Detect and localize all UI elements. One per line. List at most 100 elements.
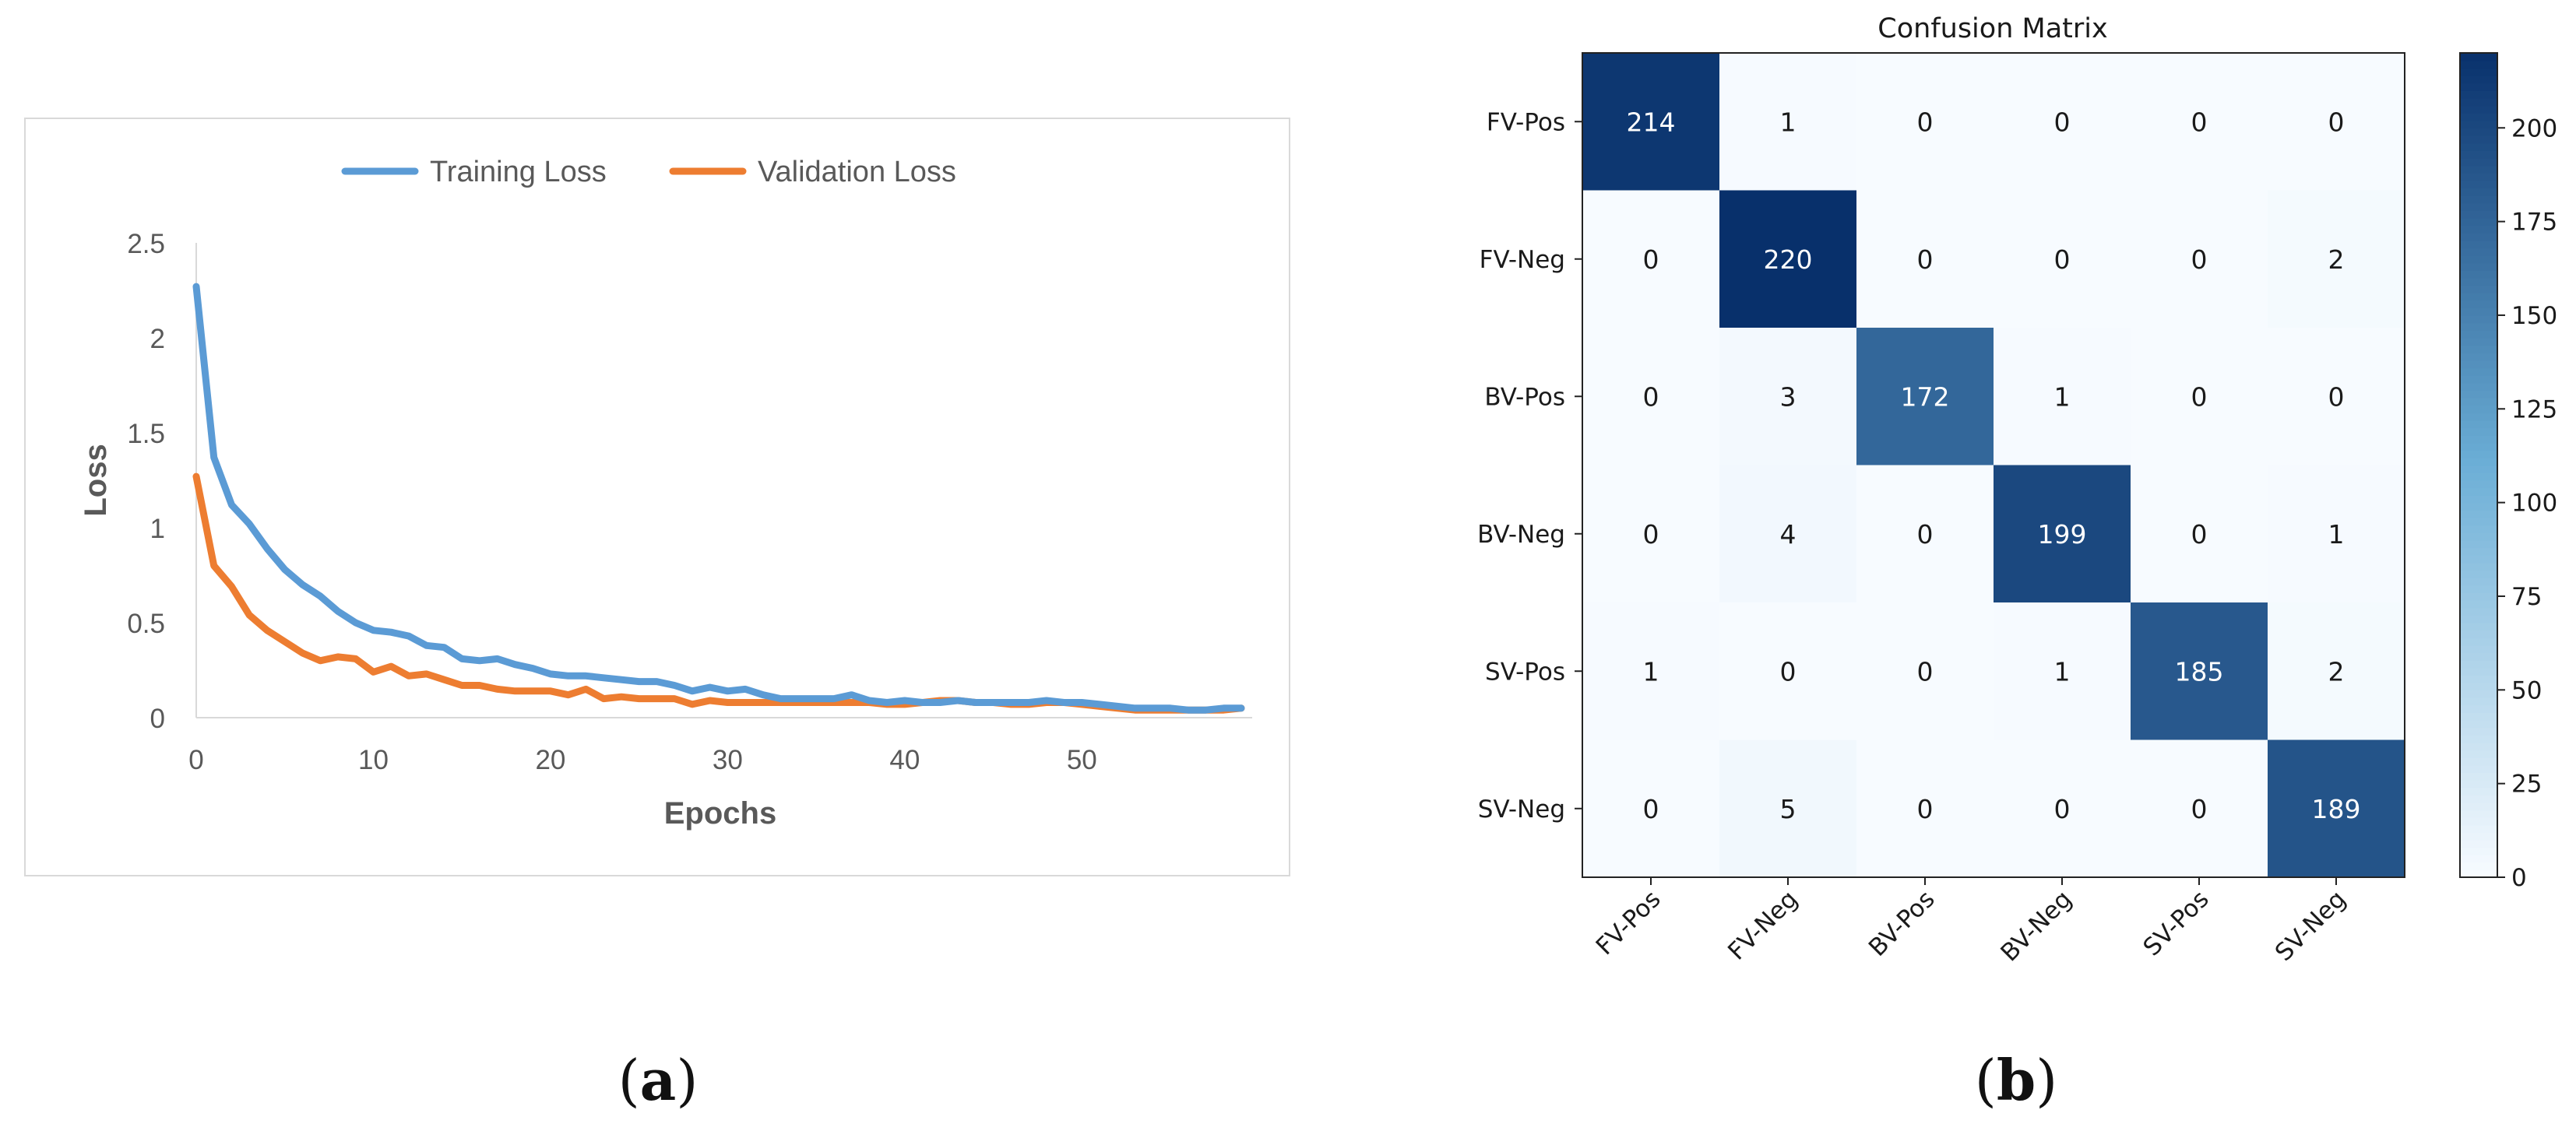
cm-cell-value: 0 (1643, 244, 1659, 275)
colorbar-segment (2460, 787, 2497, 796)
cm-cell (1582, 602, 1720, 740)
colorbar-segment (2460, 390, 2497, 399)
colorbar-segment (2460, 300, 2497, 309)
colorbar-tick-label: 0 (2511, 864, 2527, 892)
cm-cell-value: 0 (2191, 519, 2208, 550)
cm-cell (2131, 739, 2268, 878)
colorbar-segment (2460, 53, 2497, 61)
colorbar-segment (2460, 802, 2497, 811)
cm-frame (1582, 52, 2405, 878)
cm-row-label: BV-Pos (1484, 383, 1565, 411)
colorbar-segment (2460, 652, 2497, 661)
colorbar-segment (2460, 712, 2497, 721)
cm-col-label: SV-Neg (2270, 885, 2352, 967)
cm-col-label: FV-Pos (1591, 885, 1666, 961)
colorbar-segment (2460, 240, 2497, 249)
colorbar-segment (2460, 577, 2497, 586)
colorbar-tick-label: 175 (2511, 209, 2557, 237)
cm-cell (1856, 739, 1994, 878)
caption-b-letter: b (1996, 1047, 2036, 1113)
colorbar-segment (2460, 817, 2497, 826)
loss-ytick-label: 1 (150, 514, 165, 544)
colorbar-segment (2460, 434, 2497, 444)
cm-cell (2131, 53, 2268, 191)
cm-row-label: FV-Neg (1480, 246, 1565, 274)
colorbar-segment (2460, 599, 2497, 609)
colorbar-segment (2460, 532, 2497, 541)
cm-cell-value: 0 (1917, 107, 1934, 137)
colorbar-segment (2460, 487, 2497, 496)
colorbar-segment (2460, 502, 2497, 511)
cm-cell (1856, 328, 1994, 465)
colorbar-segment (2460, 659, 2497, 669)
colorbar-segment (2460, 764, 2497, 774)
colorbar-segment (2460, 188, 2497, 196)
cm-cell (1856, 602, 1994, 740)
loss-ylabel: Loss (79, 444, 113, 516)
colorbar-segment (2460, 150, 2497, 159)
loss-xtick-label: 50 (1067, 745, 1097, 775)
panel-b-confusion-matrix: Confusion Matrix 214 1 0 0 0 00 220 0 0 0 20 3 172 1 0… (1477, 13, 2557, 967)
cm-cell (1719, 739, 1857, 878)
colorbar-segment (2460, 719, 2497, 729)
cm-cell-value: 214 (1627, 107, 1676, 137)
colorbar-segment (2460, 135, 2497, 144)
cm-cell (2268, 602, 2405, 740)
cm-cell (1994, 190, 2131, 328)
colorbar-segment (2460, 427, 2497, 436)
colorbar-segment (2460, 855, 2497, 863)
cm-cell (1582, 53, 1720, 191)
colorbar-segment (2460, 262, 2497, 271)
colorbar-tick-label: 75 (2511, 583, 2542, 611)
colorbar-segment (2460, 727, 2497, 736)
colorbar-segment (2460, 862, 2497, 871)
colorbar-segment (2460, 248, 2497, 256)
colorbar-segment (2460, 330, 2497, 339)
cm-cell (2131, 328, 2268, 465)
cm-cell-value: 0 (1917, 519, 1934, 550)
colorbar-segment (2460, 442, 2497, 451)
colorbar-segment (2460, 307, 2497, 316)
cm-row-label: BV-Neg (1477, 521, 1565, 549)
loss-ytick-label: 0 (150, 704, 165, 734)
colorbar-segment (2460, 869, 2497, 878)
cm-title: Confusion Matrix (1877, 13, 2107, 44)
panel-a-loss-chart: Training Loss Validation Loss 0 0.5 1 1.5 2 2… (24, 118, 1290, 876)
cm-cell-value: 185 (2175, 656, 2224, 687)
colorbar-segment (2460, 675, 2497, 683)
colorbar-segment (2460, 142, 2497, 151)
caption-b-open: ( (1974, 1048, 1997, 1113)
colorbar-segment (2460, 285, 2497, 293)
colorbar-segment (2460, 824, 2497, 834)
colorbar-segment (2460, 397, 2497, 406)
colorbar-segment (2460, 637, 2497, 646)
colorbar-segment (2460, 360, 2497, 369)
colorbar-segment (2460, 510, 2497, 518)
cm-cell (2268, 739, 2405, 878)
caption-b: (b) (1938, 1047, 2094, 1125)
colorbar-segment (2460, 180, 2497, 189)
colorbar-segment (2460, 277, 2497, 286)
cm-cell (1719, 602, 1857, 740)
caption-a-close: ) (676, 1048, 699, 1113)
colorbar-segment (2460, 173, 2497, 181)
colorbar-segment (2460, 525, 2497, 533)
colorbar-segment (2460, 255, 2497, 264)
cm-col-label: FV-Neg (1723, 885, 1803, 965)
cm-cell-value: 0 (2328, 107, 2345, 137)
colorbar-segment (2460, 195, 2497, 204)
colorbar-segment (2460, 570, 2497, 578)
colorbar-segment (2460, 457, 2497, 466)
cm-cell-value: 1 (2054, 656, 2071, 687)
cm-cell-value: 0 (1643, 794, 1659, 824)
colorbar-segment (2460, 337, 2497, 346)
cm-cells: 214 1 0 0 0 0 0 220 0 0 0 2 0 3 172 1 0 0 0 4 0 199 0 1 1 0 0 1 185 2… (1582, 52, 2405, 878)
cm-colorbar: 0 25 50 75 100 125 150 175 200 (2459, 52, 2557, 892)
colorbar-tick-label: 150 (2511, 302, 2557, 330)
cm-cell (1582, 465, 1720, 603)
cm-cell-value: 0 (2328, 381, 2345, 412)
colorbar-segment (2460, 495, 2497, 504)
colorbar-segment (2460, 105, 2497, 114)
colorbar-segment (2460, 314, 2497, 324)
cm-cell-value: 1 (1643, 656, 1659, 687)
